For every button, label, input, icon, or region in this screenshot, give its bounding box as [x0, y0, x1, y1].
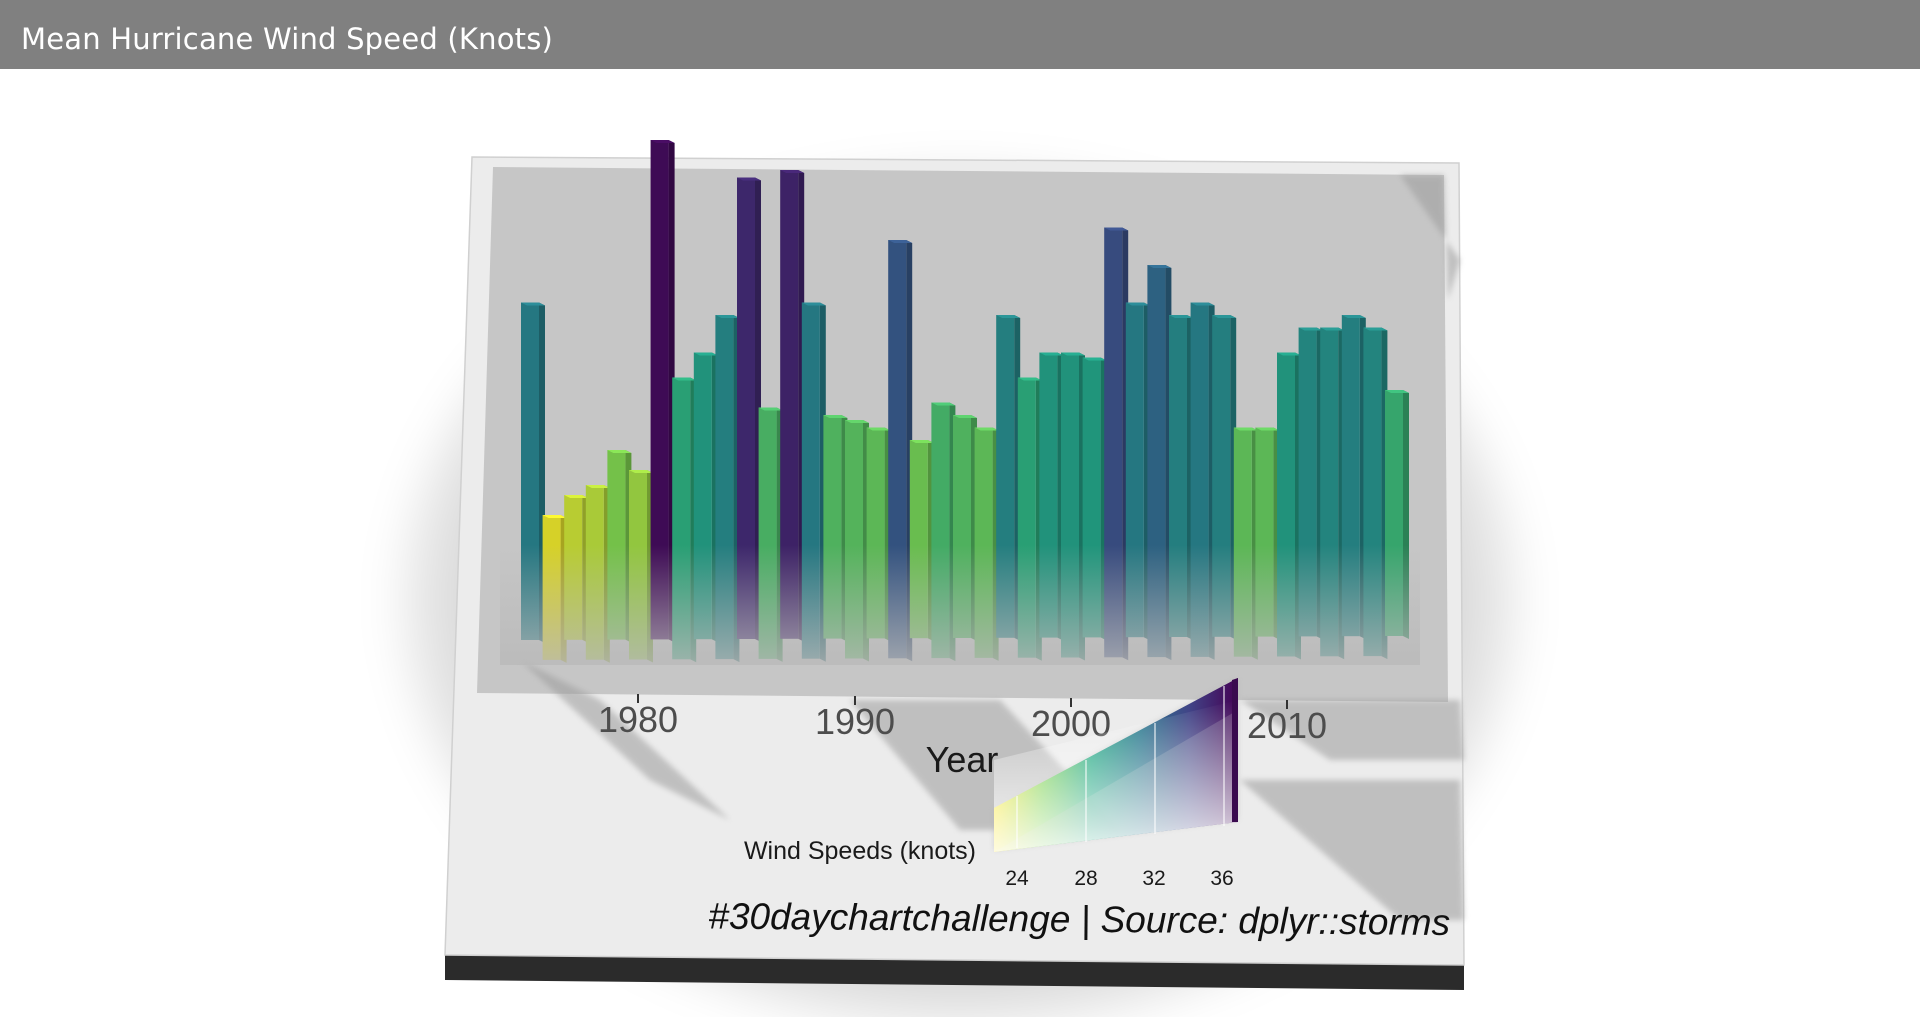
legend-title: Wind Speeds (knots) — [744, 837, 976, 865]
bar-top — [1298, 327, 1323, 331]
chart-caption: #30daychartchallenge | Source: dplyr::st… — [708, 896, 1450, 943]
bar-top — [564, 495, 589, 498]
legend-fade — [994, 700, 1238, 852]
bar-top — [888, 240, 913, 243]
bar-top — [629, 470, 653, 473]
bar-top — [1125, 302, 1150, 306]
window-title: Mean Hurricane Wind Speed (Knots) — [21, 22, 554, 56]
bar-top — [1082, 357, 1107, 361]
color-legend: Wind Speeds (knots) 24 28 32 36 — [744, 678, 1238, 890]
legend-tick-label: 24 — [1005, 867, 1029, 890]
bar-top — [823, 415, 848, 418]
bar-top — [1039, 352, 1064, 356]
bar-top — [1169, 315, 1193, 318]
bar-1987 — [780, 170, 805, 642]
bar-top — [996, 315, 1021, 318]
bar-top — [1104, 227, 1129, 231]
x-axis-title: Year — [926, 739, 999, 780]
bar-top — [1147, 265, 1172, 268]
bar-top — [801, 302, 826, 306]
x-tick-label: 1990 — [815, 701, 895, 742]
bar-top — [715, 315, 740, 318]
bar-front — [780, 170, 799, 639]
bar-top — [693, 352, 718, 356]
legend-end-face — [1232, 678, 1238, 822]
bar-top — [607, 450, 632, 453]
legend-tick-label: 28 — [1074, 867, 1097, 890]
legend-tick-label: 36 — [1210, 867, 1233, 890]
bar-front — [737, 177, 755, 639]
bar-top — [542, 515, 567, 518]
bar-top — [672, 377, 697, 381]
x-axis: 1980 1990 2000 2010 Year — [598, 694, 1327, 780]
x-tick-label: 2010 — [1247, 705, 1327, 746]
bar-top — [650, 140, 675, 143]
bar-top — [521, 302, 545, 306]
bar-top — [737, 177, 761, 181]
bar-top — [1017, 377, 1042, 381]
board-outline — [444, 156, 1465, 966]
bar-base-fade — [500, 545, 1420, 665]
bar-top — [909, 440, 934, 443]
title-bar: Mean Hurricane Wind Speed (Knots) — [0, 0, 1920, 69]
bar-top — [585, 485, 610, 488]
bar-top — [1341, 315, 1366, 318]
bar-top — [866, 427, 891, 431]
bar-top — [1277, 352, 1301, 356]
bar-top — [1190, 302, 1215, 306]
x-tick-label: 1980 — [598, 699, 678, 740]
board-edge — [445, 955, 1464, 990]
legend-tick-label: 32 — [1142, 867, 1165, 890]
bar-top — [780, 170, 805, 173]
bar-top — [1255, 427, 1280, 431]
bar-top — [845, 420, 869, 423]
bar-top — [1363, 327, 1388, 331]
bar-top — [1233, 427, 1258, 431]
bar-top — [931, 402, 956, 406]
bar-top — [1212, 315, 1237, 318]
bar-top — [974, 427, 999, 431]
bar-top — [1320, 327, 1345, 331]
bar-top — [953, 415, 977, 418]
bar-top — [758, 407, 783, 411]
bar-top — [1385, 390, 1409, 393]
bar-front — [650, 140, 669, 640]
bar-top — [1061, 352, 1085, 356]
